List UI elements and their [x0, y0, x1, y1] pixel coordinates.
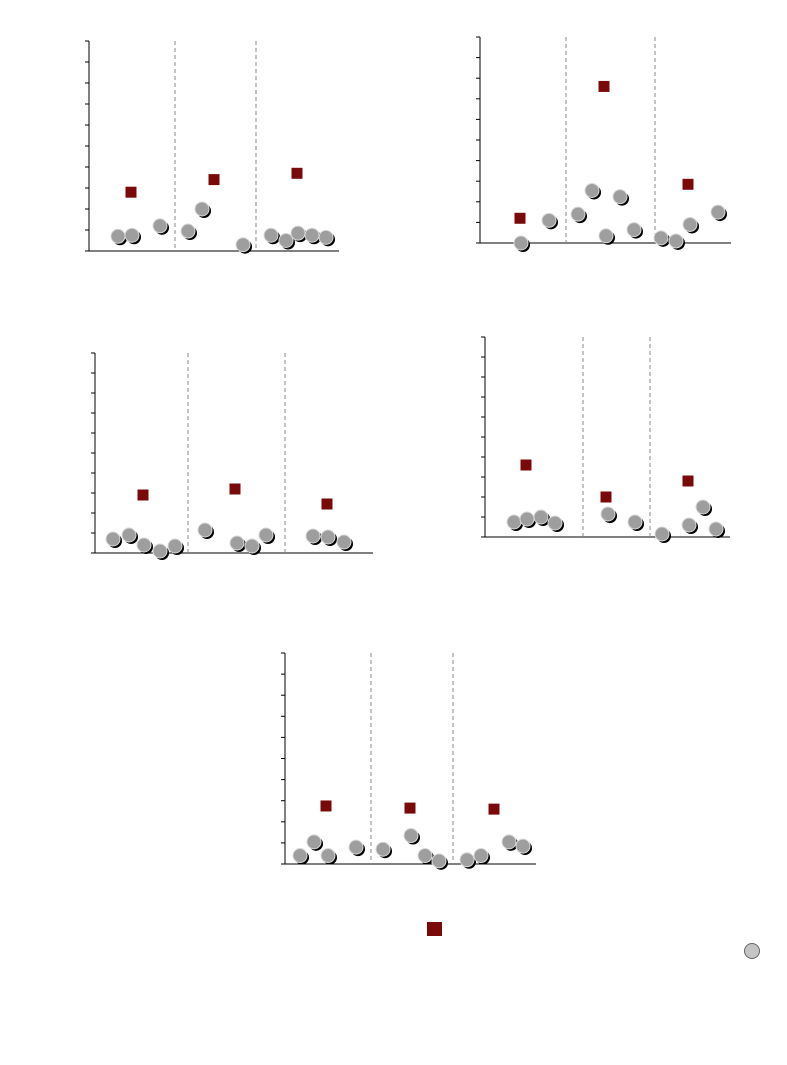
data-point	[653, 230, 669, 246]
data-point	[506, 514, 522, 530]
group-mean-marker	[514, 212, 526, 224]
legend	[427, 922, 760, 959]
data-point	[519, 511, 535, 527]
data-point	[110, 228, 126, 244]
data-point	[627, 514, 643, 530]
data-point	[320, 529, 336, 545]
data-point	[124, 227, 140, 243]
group-mean-marker	[600, 491, 612, 503]
group-mean-marker	[125, 186, 137, 198]
data-point	[626, 222, 642, 238]
data-point	[229, 535, 245, 551]
data-point	[682, 216, 698, 232]
data-point	[459, 852, 475, 868]
scatter-panel-1	[85, 40, 339, 254]
group-mean-marker	[488, 803, 500, 815]
data-point	[258, 527, 274, 543]
data-point	[533, 509, 549, 525]
data-point	[244, 538, 260, 554]
data-point	[105, 531, 121, 547]
data-point	[513, 235, 529, 251]
data-point	[515, 838, 531, 854]
data-point	[336, 534, 352, 550]
data-point	[152, 218, 168, 234]
group-mean-marker	[229, 483, 241, 495]
group-mean-marker	[208, 174, 220, 186]
legend-mean-marker	[427, 922, 442, 936]
data-point	[348, 839, 364, 855]
group-mean-marker	[520, 459, 532, 471]
data-point	[501, 834, 517, 850]
data-point	[708, 521, 724, 537]
data-point	[598, 228, 614, 244]
data-point	[403, 828, 419, 844]
group-mean-marker	[291, 167, 303, 179]
data-point	[306, 834, 322, 850]
data-point	[417, 848, 433, 864]
group-mean-marker	[321, 498, 333, 510]
group-mean-marker	[682, 178, 694, 190]
group-mean-marker	[598, 80, 610, 92]
data-point	[167, 538, 183, 554]
data-point	[305, 528, 321, 544]
scatter-panel-2	[476, 36, 731, 252]
group-mean-marker	[682, 475, 694, 487]
data-point	[654, 526, 670, 542]
data-point	[136, 537, 152, 553]
data-point	[197, 522, 213, 538]
data-point	[473, 848, 489, 864]
data-point	[375, 841, 391, 857]
data-point	[290, 225, 306, 241]
data-point	[263, 227, 279, 243]
legend-point-marker	[744, 943, 760, 959]
group-mean-marker	[137, 489, 149, 501]
data-point	[710, 204, 726, 220]
group-mean-marker	[320, 800, 332, 812]
data-point	[695, 499, 711, 515]
data-point	[194, 201, 210, 217]
data-point	[681, 517, 697, 533]
data-point	[431, 853, 447, 869]
data-point	[235, 237, 251, 253]
data-point	[668, 233, 684, 249]
data-point	[541, 212, 557, 228]
data-point	[570, 206, 586, 222]
scatter-panel-5	[281, 652, 536, 870]
scatter-panel-4	[481, 336, 730, 543]
data-point	[278, 233, 294, 248]
data-point	[304, 227, 320, 243]
data-point	[612, 189, 628, 205]
data-point	[292, 848, 308, 864]
data-point	[180, 223, 196, 239]
scatter-panel-3	[91, 352, 373, 560]
data-point	[320, 848, 336, 864]
data-point	[600, 506, 616, 522]
data-point	[318, 229, 334, 245]
data-point	[121, 527, 137, 543]
group-mean-marker	[404, 802, 416, 814]
data-point	[584, 182, 600, 198]
data-point	[152, 543, 168, 559]
data-point	[547, 515, 563, 531]
